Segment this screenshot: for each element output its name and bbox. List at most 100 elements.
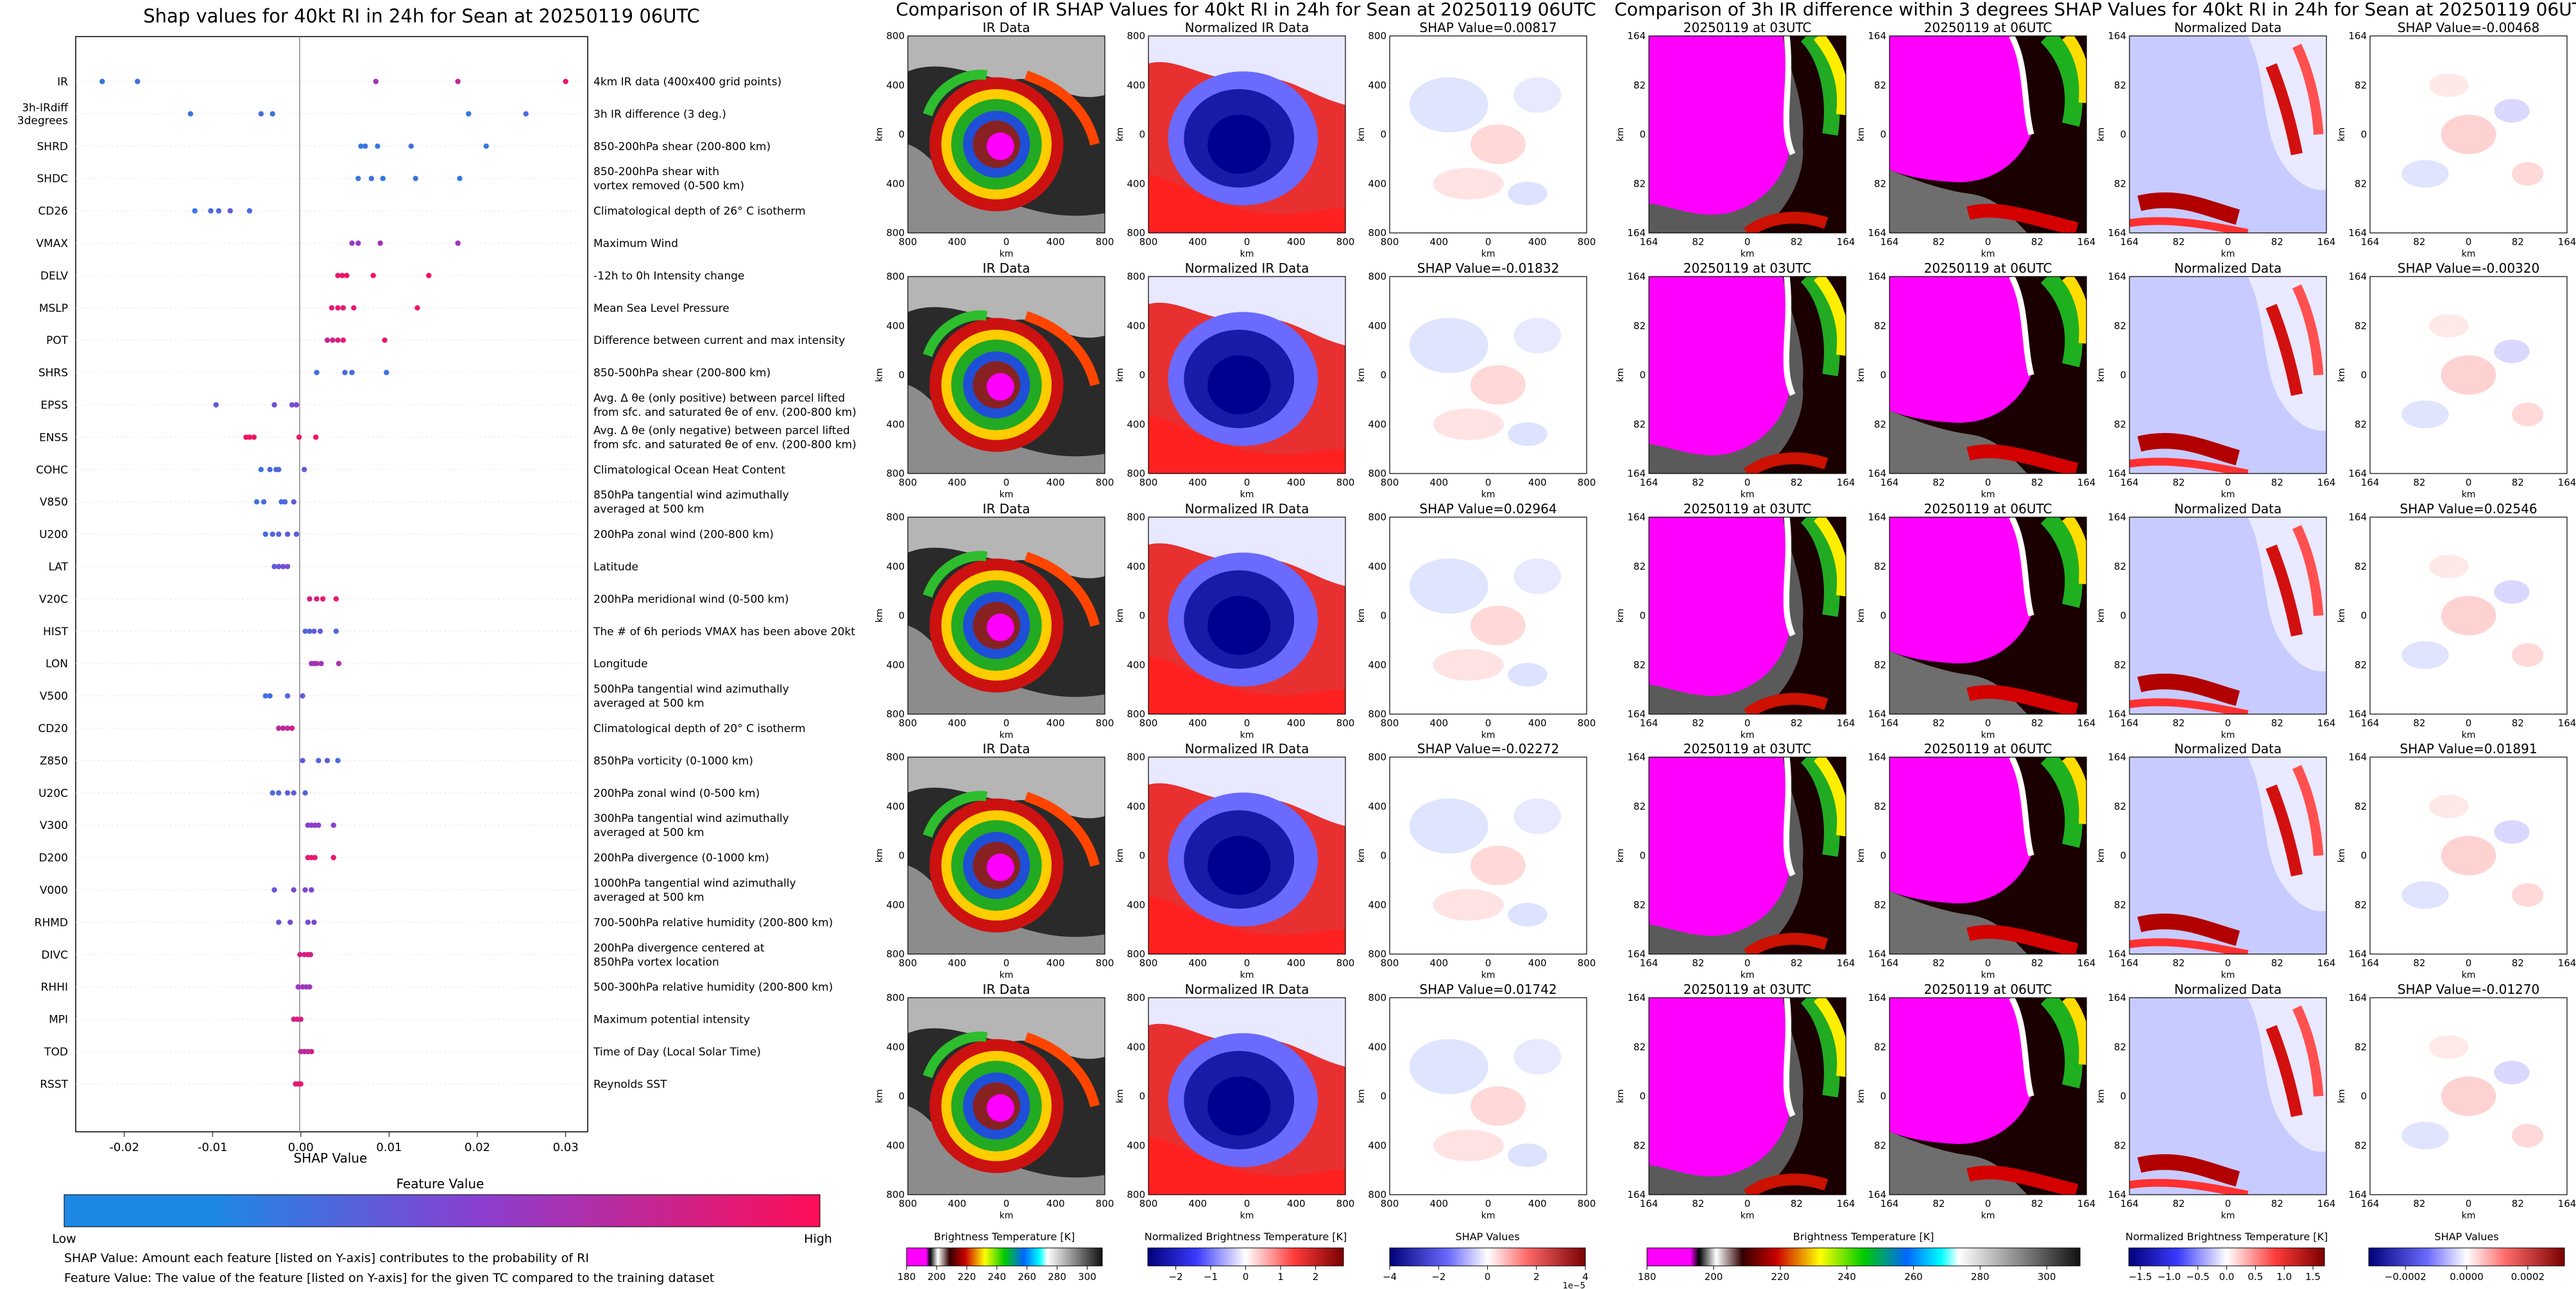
axis-tick-label: 0 [1003, 477, 1010, 488]
image-raster [908, 517, 1105, 714]
shap-point [455, 240, 461, 246]
panel-frame [1889, 997, 2087, 1195]
shap-summary-panel: Shap values for 40kt RI in 24h for Sean … [17, 5, 857, 1285]
colorbar-tick-label: −1 [1204, 1271, 1218, 1283]
axis-label: km [2221, 730, 2235, 740]
panel-title: Normalized Data [2174, 982, 2282, 997]
shap-point [382, 337, 388, 343]
axis-label: km [2462, 1211, 2476, 1221]
feature-row: U20C 200hPa zonal wind (0-500 km) [38, 787, 760, 800]
panel-frame [907, 35, 1105, 234]
axis-tick-label: 164 [1627, 30, 1646, 42]
axis-tick-label: 82 [2512, 717, 2524, 729]
panel-title: SHAP Value=0.00817 [1419, 20, 1557, 35]
axis-tick-label: 164 [1837, 957, 1855, 969]
axis-tick-label: 82 [2114, 801, 2126, 812]
shap-point [377, 240, 383, 246]
axis-tick-label: 82 [2512, 477, 2524, 488]
shap-point [246, 208, 253, 214]
shap-point [271, 887, 277, 893]
feature-description: 200hPa divergence centered at 850hPa vort… [593, 942, 765, 969]
image-panel: SHAP Value=0.017428008004004000040040080… [1356, 982, 1596, 1221]
axis-tick-label: 82 [2413, 236, 2425, 248]
axis-tick-label: 800 [1368, 992, 1386, 1003]
axis-label: km [1000, 970, 1014, 980]
shap-point [298, 1081, 303, 1087]
axis-tick-label: 82 [2355, 320, 2367, 332]
shap-point [289, 402, 295, 408]
colorbar-tick-label: 2 [1313, 1271, 1319, 1283]
shap-point [368, 176, 375, 182]
axis-tick-label: 800 [1139, 236, 1158, 248]
shap-point [413, 176, 418, 182]
colorbar-gradient [2128, 1247, 2325, 1267]
axis-tick-label: 82 [1874, 659, 1886, 670]
axis-tick-label: 400 [1188, 236, 1207, 248]
feature-description: Latitude [593, 561, 638, 574]
axis-label: km [2096, 1089, 2106, 1104]
shap-point [269, 111, 275, 117]
shap-point [336, 661, 342, 667]
panel-frame [1889, 516, 2087, 715]
axis-tick-label: 82 [1692, 957, 1704, 969]
axis-tick-label: 82 [1692, 236, 1704, 248]
axis-tick-label: 800 [1336, 957, 1355, 969]
feature-description: 200hPa zonal wind (0-500 km) [593, 787, 760, 800]
image-raster [1390, 517, 1587, 714]
axis-tick-label: 82 [1932, 717, 1945, 729]
feature-name: U200 [39, 529, 68, 542]
feature-name: RHMD [35, 916, 68, 929]
axis-tick-label: 400 [1368, 320, 1386, 332]
axis-tick-label: 164 [1640, 717, 1659, 729]
axis-tick-label: 0 [2466, 957, 2472, 969]
feature-name: RHHI [41, 981, 68, 994]
axis-tick-label: 82 [2114, 899, 2126, 910]
image-raster [2370, 517, 2567, 714]
feature-name: SHDC [37, 173, 68, 185]
shap-point [298, 1016, 303, 1022]
axis-tick-label: 0 [1380, 1091, 1386, 1102]
panel-frame [2129, 756, 2327, 955]
axis-tick-label: 800 [1336, 1198, 1355, 1209]
axis-tick-label: 0 [1139, 370, 1145, 381]
axis-tick-label: 164 [2317, 1198, 2336, 1209]
axis-tick-label: 82 [2172, 477, 2185, 488]
axis-label: km [1481, 1211, 1496, 1221]
colorbar-tick-label: 0 [1485, 1271, 1491, 1283]
shap-point [280, 563, 286, 570]
feature-row: MPI Maximum potential intensity [49, 1014, 750, 1027]
image-panel: SHAP Value=0.008178008004004000040040080… [1356, 20, 1596, 259]
feature-description: 500hPa tangential wind azimuthally averag… [593, 683, 789, 710]
panel-frame [2369, 997, 2568, 1195]
axis-label: km [1000, 249, 1014, 259]
axis-label: km [1481, 249, 1496, 259]
axis-tick-label: 400 [1429, 957, 1448, 969]
feature-row: V500 500hPa tangential wind azimuthally av… [40, 683, 789, 710]
axis-tick-label: 164 [2348, 468, 2367, 479]
x-tick-label: 0.00 [288, 1141, 314, 1154]
image-panel: 20250119 at 03UTC1641648282008282164164k… [1616, 260, 1855, 500]
axis-tick-label: 82 [2355, 899, 2367, 910]
x-tick-label: 0.01 [376, 1141, 402, 1154]
axis-tick-label: 400 [1528, 717, 1547, 729]
axis-tick-label: 82 [1633, 899, 1646, 910]
image-raster [2370, 277, 2567, 474]
feature-row: 3h-IRdiff 3degrees 3h IR difference (3 deg… [17, 101, 726, 127]
axis-tick-label: 82 [2114, 659, 2126, 670]
image-raster [2370, 36, 2567, 233]
image-raster [2129, 277, 2326, 474]
axis-tick-label: 800 [1127, 271, 1145, 282]
x-tick-label: 0.03 [553, 1141, 579, 1154]
shap-point [291, 887, 296, 893]
panel-frame [2369, 35, 2568, 234]
colorbar-tick-label: 280 [1971, 1271, 1990, 1283]
shap-point [344, 273, 350, 278]
colorbar-tick-label: −0.5 [2186, 1271, 2209, 1283]
axis-tick-label: 164 [1837, 1198, 1855, 1209]
axis-tick-label: 0 [2466, 477, 2472, 488]
image-panel: SHAP Value=0.018911641648282008282164164… [2337, 741, 2576, 980]
panel-title: 20250119 at 06UTC [1924, 20, 2052, 35]
image-panel: Normalized IR Data8008004004000040040080… [1115, 260, 1354, 500]
image-panel: SHAP Value=0.025461641648282008282164164… [2337, 501, 2576, 740]
